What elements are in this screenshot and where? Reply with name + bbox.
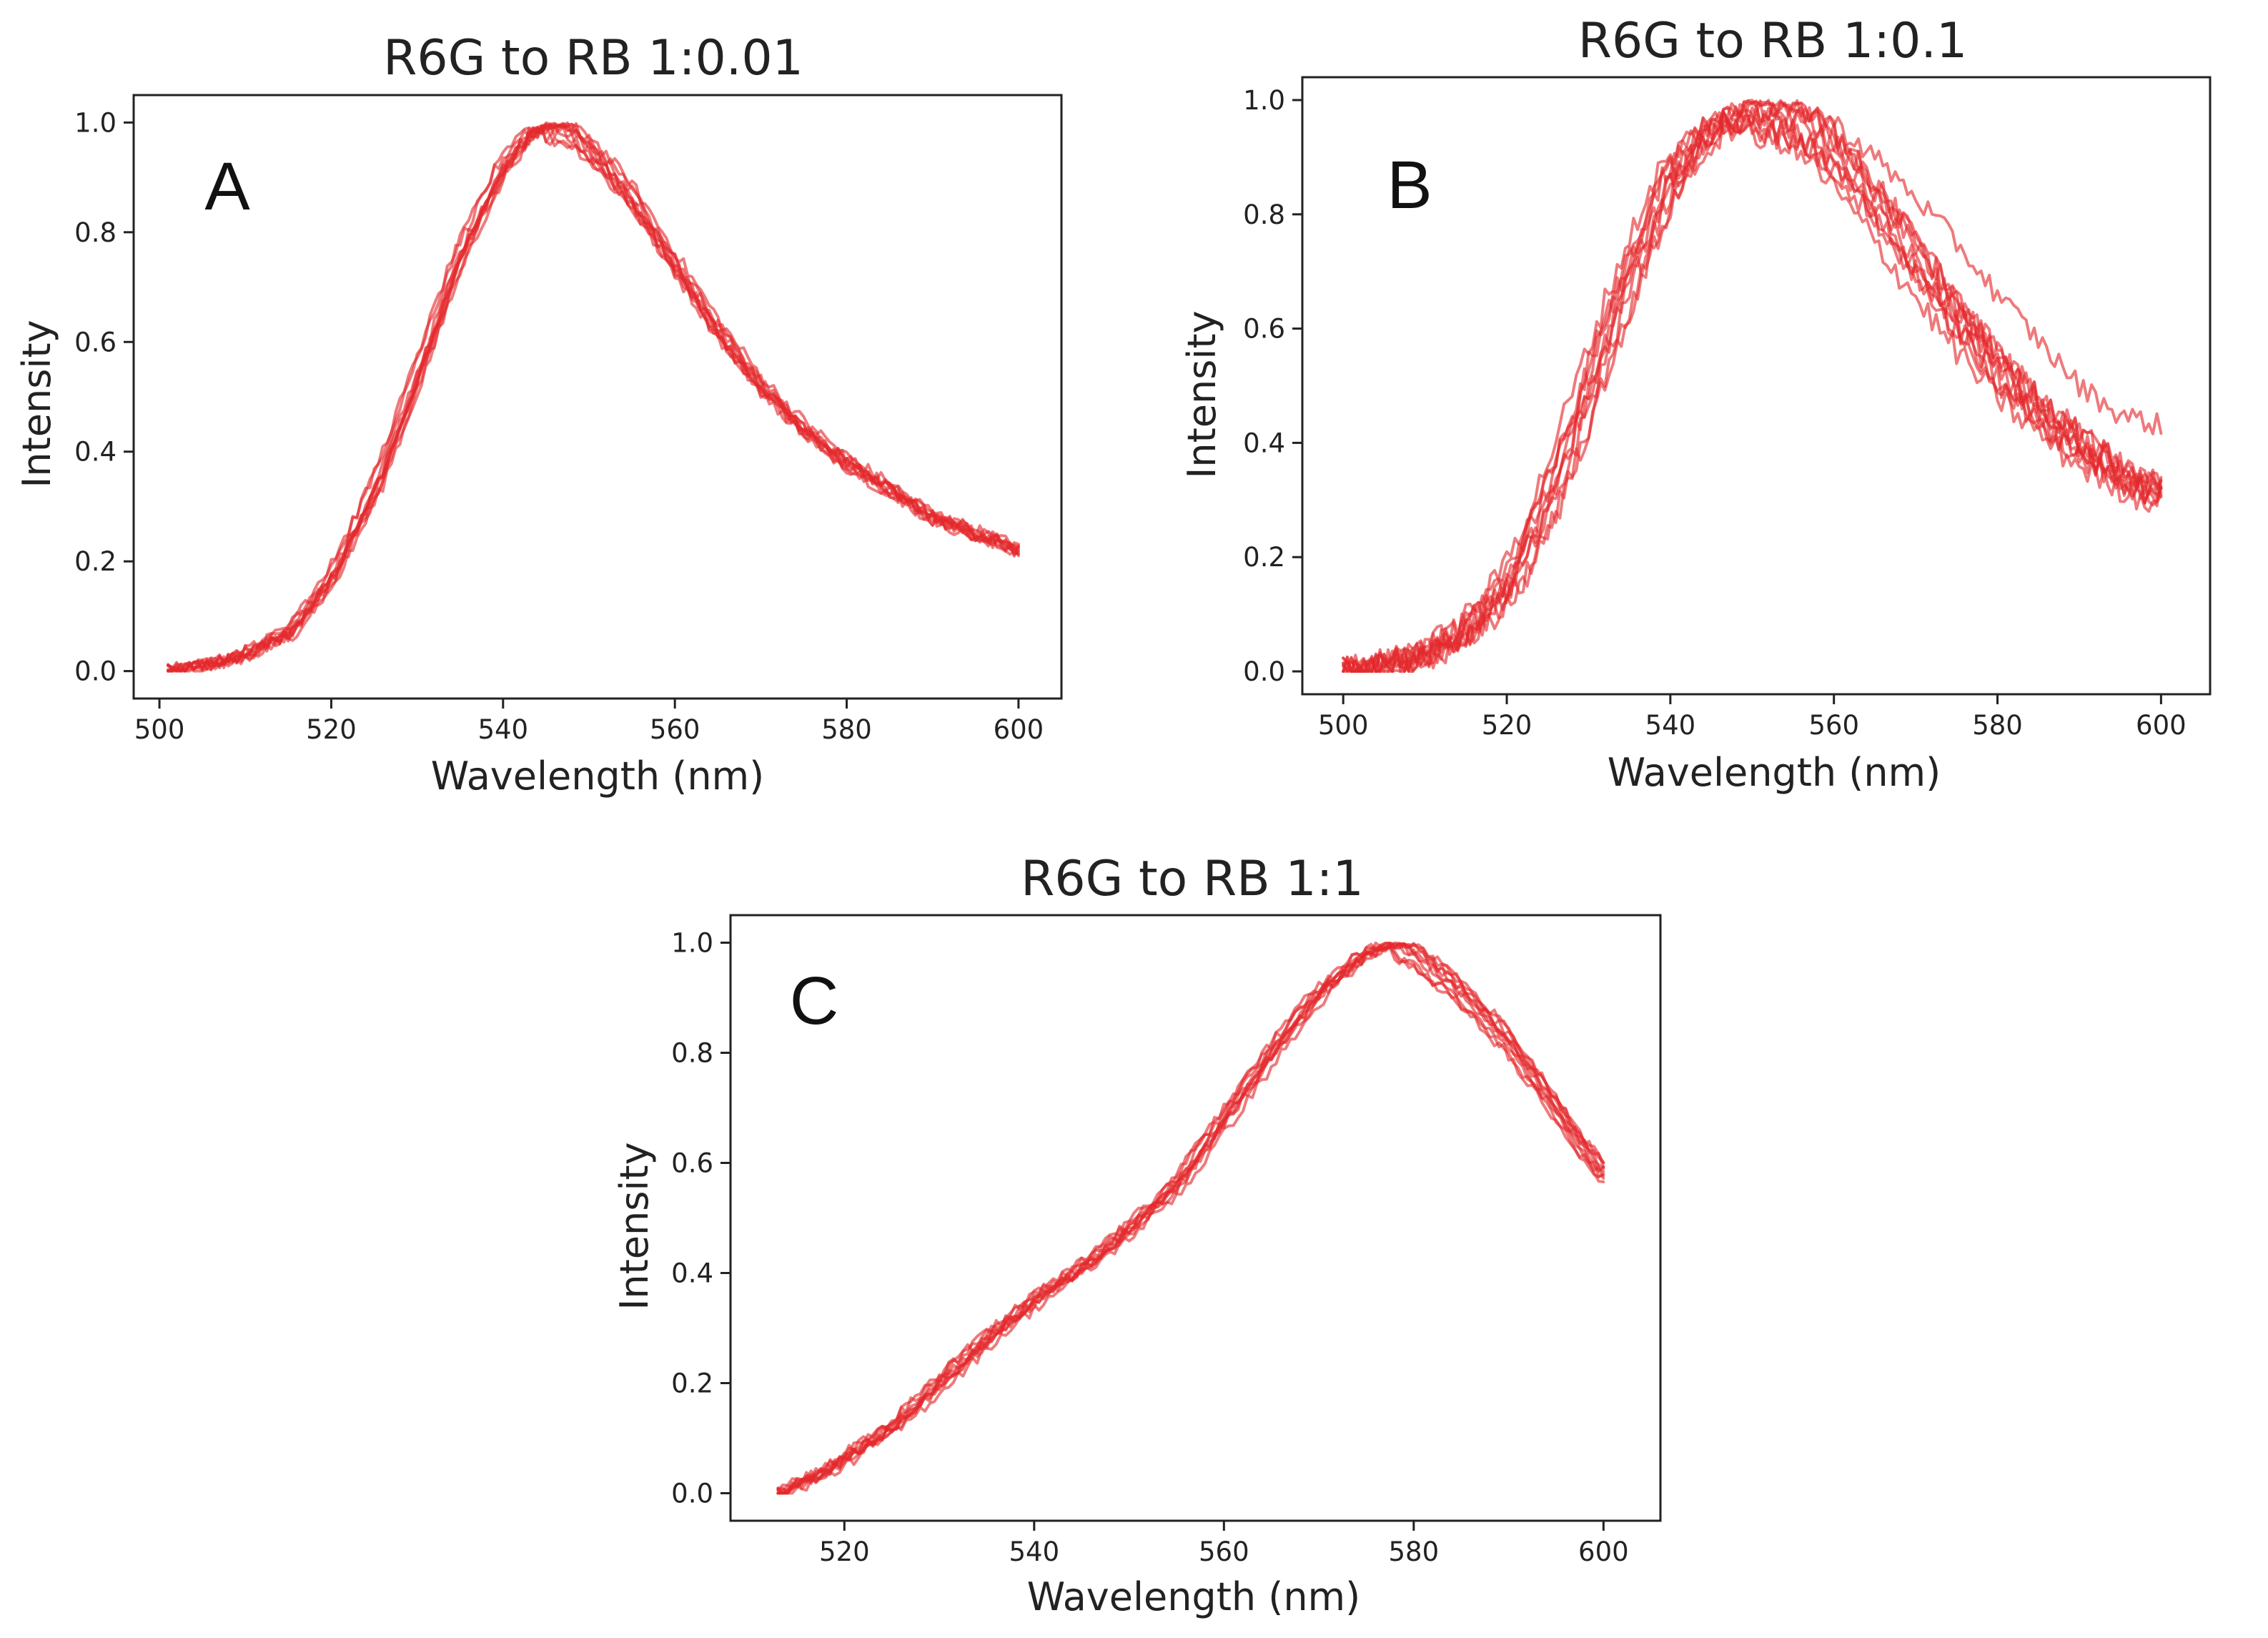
y-tick-label: 0.2 — [671, 1368, 713, 1399]
curve-group — [1342, 99, 2163, 673]
y-tick-label: 0.0 — [671, 1479, 713, 1509]
x-axis-label: Wavelength (nm) — [1027, 1574, 1360, 1619]
x-tick-label: 600 — [1578, 1536, 1629, 1567]
x-tick-label: 560 — [650, 714, 700, 745]
x-tick-label: 540 — [1645, 710, 1696, 741]
spectrum-curve — [776, 942, 1605, 1495]
y-tick-label: 1.0 — [1243, 85, 1285, 116]
x-axis: 520 540 560 580 600 — [819, 1521, 1629, 1567]
spectrum-curve — [167, 124, 1020, 673]
y-tick-label: 0.2 — [74, 546, 117, 577]
x-tick-label: 580 — [1972, 710, 2023, 741]
x-axis: 500 520 540 560 580 600 — [134, 699, 1044, 745]
spectrum-curve — [776, 942, 1605, 1492]
chart-title: R6G to RB 1:0.1 — [1578, 13, 1968, 69]
y-axis: 0.0 0.2 0.4 0.6 0.8 1.0 — [1243, 85, 1302, 687]
plot-frame — [729, 914, 1662, 1522]
chart-panel-b: R6G to RB 1:0.1 B 500 520 540 560 580 600 0.0… — [1179, 13, 2212, 795]
chart-panel-a: R6G to RB 1:0.01 A 500 520 540 560 580 600 0.… — [14, 30, 1063, 799]
panel-label-b: B — [1387, 147, 1432, 223]
y-tick-label: 0.6 — [1243, 314, 1285, 345]
y-tick-label: 0.8 — [74, 217, 117, 248]
x-tick-label: 500 — [134, 714, 185, 745]
spectrum-curve-outlier — [1668, 102, 2163, 435]
x-tick-label: 540 — [477, 714, 528, 745]
spectrum-curve — [1342, 104, 2163, 673]
y-axis-label: Intensity — [1179, 310, 1224, 478]
x-tick-label: 560 — [1808, 710, 1859, 741]
plot-frame — [132, 94, 1063, 700]
x-tick-label: 600 — [2136, 710, 2187, 741]
y-tick-label: 0.6 — [74, 327, 117, 357]
y-tick-label: 0.8 — [671, 1038, 713, 1069]
y-tick-label: 0.0 — [74, 656, 117, 687]
y-axis: 0.0 0.2 0.4 0.6 0.8 1.0 — [74, 107, 134, 687]
spectrum-curve — [1342, 99, 2163, 673]
curve-group — [776, 941, 1605, 1495]
chart-panel-c: R6G to RB 1:1 C 520 540 560 580 600 0.00.20.… — [612, 851, 1662, 1619]
y-axis: 0.0 0.2 0.4 0.6 0.8 1.0 — [671, 928, 731, 1509]
x-tick-label: 580 — [1389, 1536, 1440, 1567]
spectrum-curve — [1342, 107, 2163, 673]
y-axis-label: Intensity — [14, 320, 59, 488]
x-tick-label: 540 — [1009, 1536, 1060, 1567]
panel-label-c: C — [790, 963, 839, 1039]
y-tick-label: 0.2 — [1243, 542, 1285, 573]
y-axis-label: Intensity — [612, 1142, 657, 1310]
x-axis-label: Wavelength (nm) — [1608, 750, 1941, 795]
y-tick-label: 0.4 — [671, 1258, 713, 1289]
x-tick-label: 600 — [994, 714, 1044, 745]
curve-group — [167, 122, 1020, 673]
chart-title: R6G to RB 1:0.01 — [383, 30, 803, 87]
spectrum-curve — [776, 944, 1605, 1495]
y-tick-label: 0.6 — [671, 1148, 713, 1179]
x-tick-label: 500 — [1318, 710, 1369, 741]
y-tick-label: 0.4 — [1243, 428, 1285, 458]
chart-title: R6G to RB 1:1 — [1021, 851, 1364, 907]
x-tick-label: 560 — [1199, 1536, 1249, 1567]
y-tick-label: 0.8 — [1243, 199, 1285, 230]
y-tick-label: 1.0 — [74, 107, 117, 138]
y-tick-label: 1.0 — [671, 928, 713, 959]
y-tick-label: 0.4 — [74, 437, 117, 468]
x-axis-label: Wavelength (nm) — [431, 754, 764, 799]
x-tick-label: 520 — [306, 714, 357, 745]
spectrum-curve — [1342, 111, 2163, 673]
x-axis: 500 520 540 560 580 600 — [1318, 694, 2187, 741]
x-tick-label: 520 — [1482, 710, 1532, 741]
y-tick-label: 0.0 — [1243, 656, 1285, 687]
x-tick-label: 580 — [821, 714, 872, 745]
plot-frame — [1301, 76, 2212, 696]
x-tick-label: 520 — [819, 1536, 870, 1567]
panel-label-a: A — [204, 149, 250, 225]
